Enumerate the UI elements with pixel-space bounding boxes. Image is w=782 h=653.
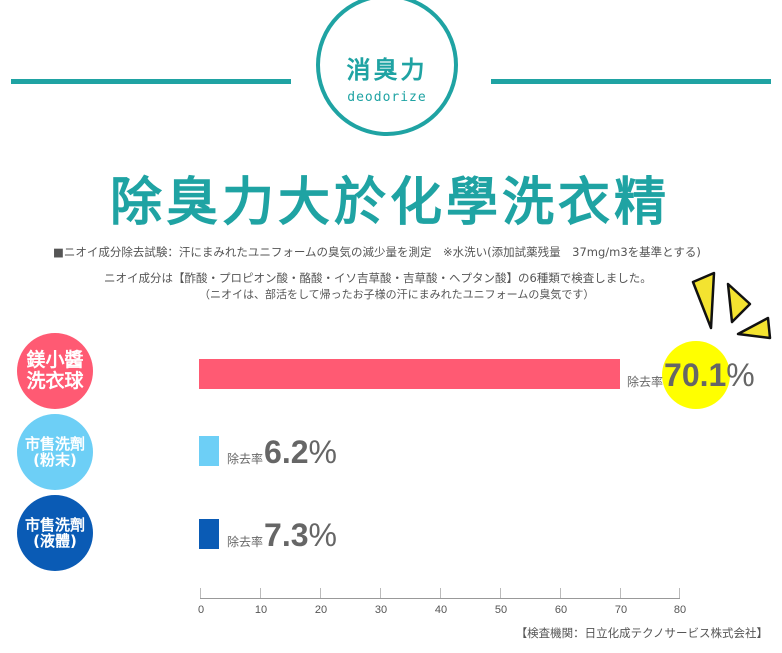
x-tick [560, 588, 561, 598]
chart-title: 除臭力大於化學洗衣精 [109, 173, 670, 233]
odor-components-note: ニオイ成分は【酢酸・プロピオン酸・酪酸・イソ吉草酸・吉草酸・ヘプタン酸】の6種類… [104, 271, 652, 285]
x-tick [380, 588, 381, 598]
x-tick-label: 40 [434, 604, 448, 616]
test-description: ■ニオイ成分除去試験：汗にまみれたユニフォームの臭気の減少量を測定 ※水洗い(添… [53, 245, 701, 259]
bar-powder [199, 436, 219, 466]
category-label-liquid: 市售洗劑 (液體) [17, 495, 93, 571]
testing-agency-source: 【検査機関：日立化成テクノサービス株式会社】 [515, 626, 768, 640]
exclamation-burst-icon [691, 271, 772, 340]
x-tick-label: 30 [374, 604, 388, 616]
x-tick-label: 10 [254, 604, 268, 616]
rate-label-product: 除去率 70.1 % [627, 357, 755, 393]
x-tick [320, 588, 321, 598]
bar-liquid [199, 519, 219, 549]
category-label-powder: 市售洗劑 (粉末) [17, 414, 93, 490]
x-tick [500, 588, 501, 598]
x-tick-label: 60 [554, 604, 568, 616]
x-tick-label: 20 [314, 604, 328, 616]
x-tick-label: 50 [494, 604, 508, 616]
header-line-left [11, 79, 291, 84]
x-tick-label: 0 [197, 604, 205, 616]
x-tick [260, 588, 261, 598]
x-tick [440, 588, 441, 598]
deodorize-badge: 消臭力 deodorize [316, 0, 458, 136]
x-tick-label: 80 [673, 604, 687, 616]
x-tick [200, 588, 201, 598]
bar-product [199, 359, 620, 389]
x-axis [200, 598, 680, 599]
category-label-product: 鎂小醬 洗衣球 [17, 333, 93, 409]
rate-label-powder: 除去率 6.2 % [227, 434, 337, 470]
odor-source-note: （ニオイは、部活をして帰ったお子様の汗にまみれたユニフォームの臭気です） [199, 288, 595, 301]
x-tick [620, 588, 621, 598]
highlight-circle [662, 341, 730, 409]
rate-label-liquid: 除去率 7.3 % [227, 517, 337, 553]
header-line-right [491, 79, 771, 84]
x-tick [679, 588, 680, 598]
badge-title: 消臭力 [346, 56, 428, 84]
x-tick-label: 70 [614, 604, 628, 616]
badge-subtitle: deodorize [347, 90, 427, 105]
